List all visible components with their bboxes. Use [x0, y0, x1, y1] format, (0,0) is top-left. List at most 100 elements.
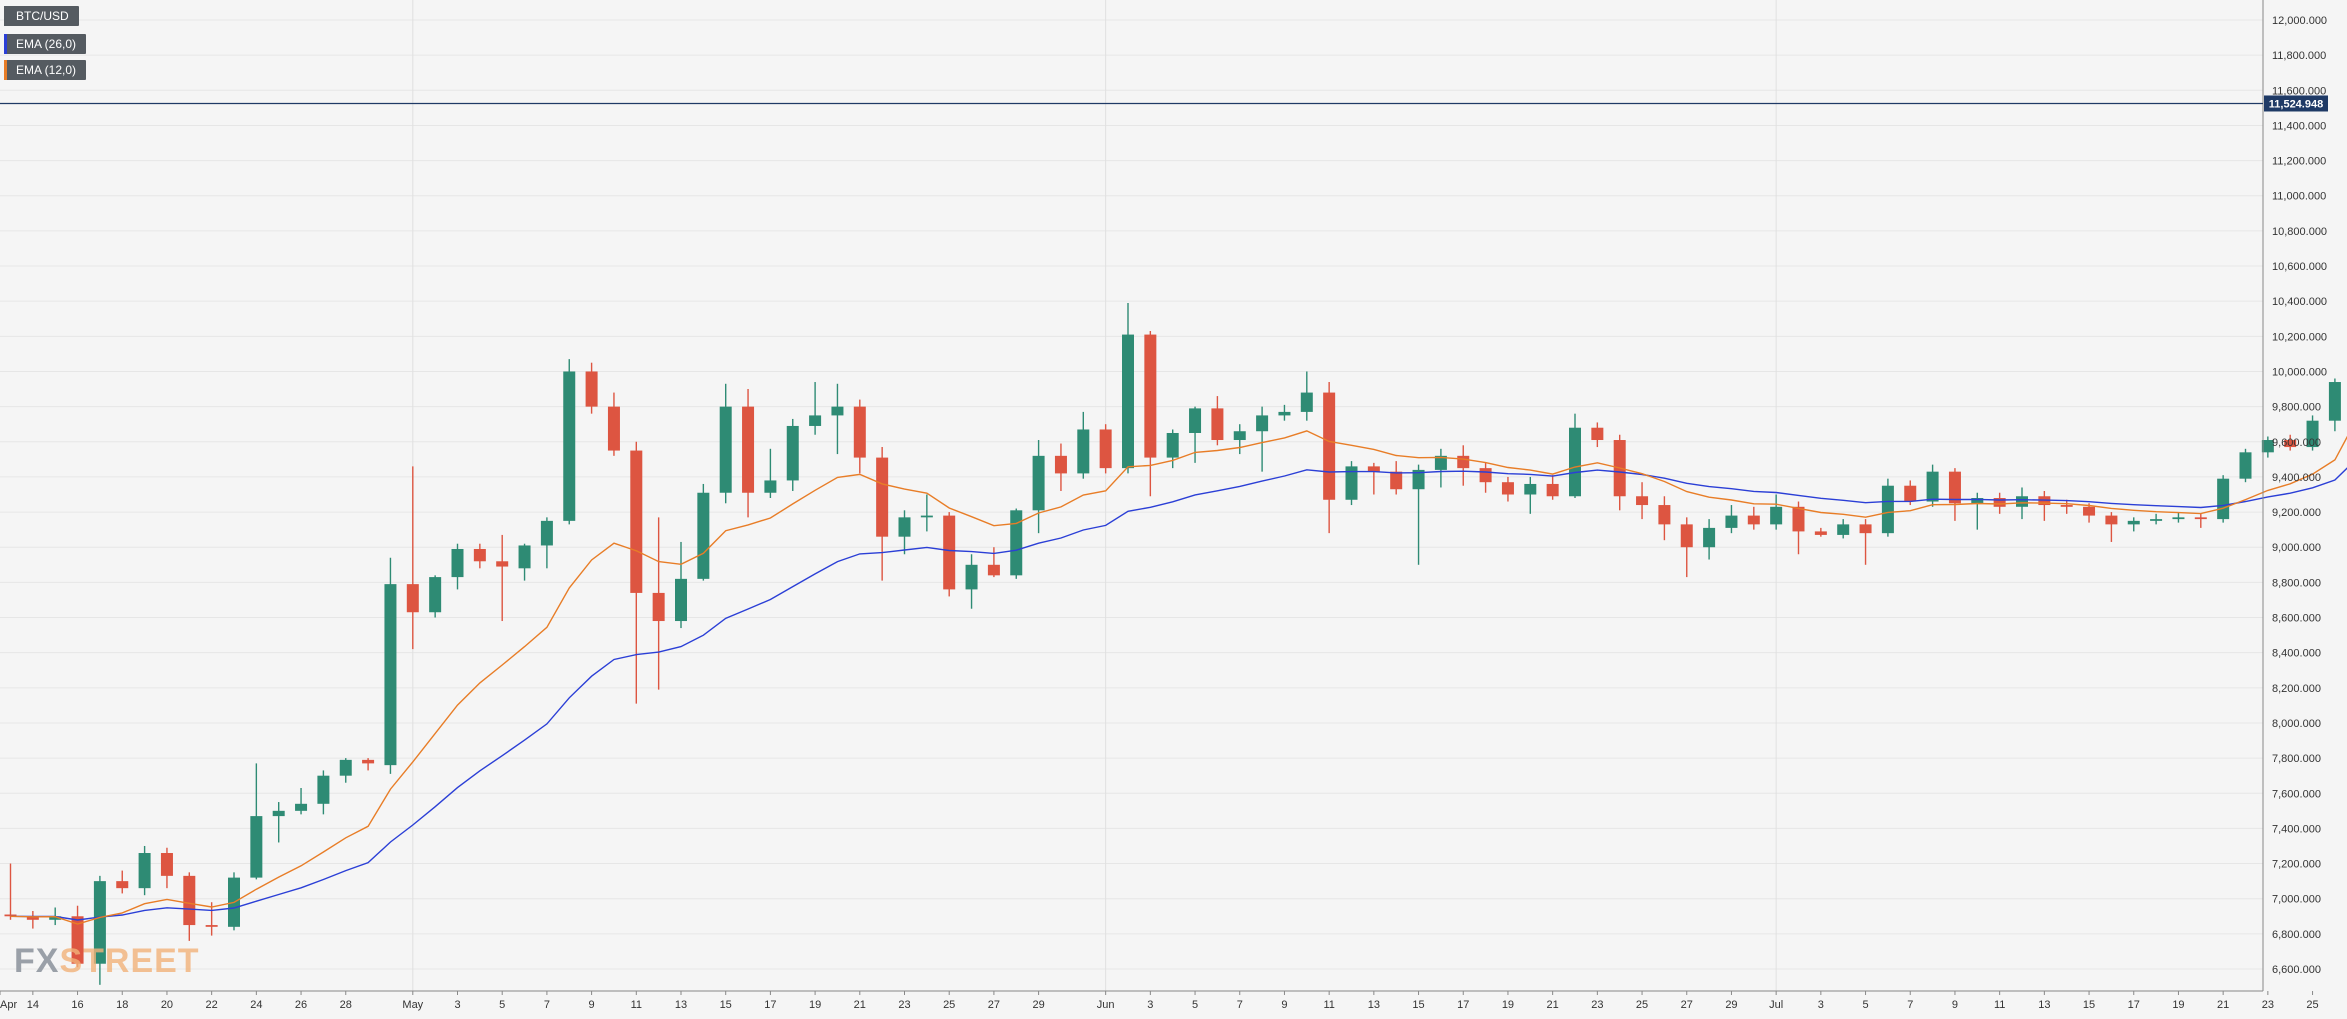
candle-body — [1927, 472, 1939, 502]
y-tick-label: 10,000.000 — [2272, 366, 2327, 378]
x-tick-label: 5 — [499, 999, 505, 1011]
candle-body — [2217, 479, 2229, 519]
candle-body — [496, 561, 508, 566]
x-tick-label: 16 — [71, 999, 83, 1011]
y-tick-label: 8,800.000 — [2272, 577, 2321, 589]
candle-body — [295, 804, 307, 811]
x-tick-label: 19 — [2172, 999, 2184, 1011]
candle-body — [1770, 507, 1782, 525]
candle-body — [876, 458, 888, 537]
candle-body — [519, 545, 531, 568]
candle-body — [2195, 517, 2207, 519]
candle-body — [1904, 486, 1916, 502]
candle-body — [899, 517, 911, 536]
x-tick-label: 22 — [206, 999, 218, 1011]
x-tick-label: 17 — [1457, 999, 1469, 1011]
legend-label-ema12: EMA (12,0) — [16, 63, 76, 77]
legend-btcusd[interactable]: BTC/USD — [4, 6, 79, 26]
candle-body — [2329, 382, 2341, 421]
y-tick-label: 7,000.000 — [2272, 894, 2321, 906]
candle-body — [1725, 516, 1737, 528]
y-tick-label: 10,600.000 — [2272, 261, 2327, 273]
y-tick-label: 10,800.000 — [2272, 226, 2327, 238]
x-tick-label: 11 — [1994, 999, 2005, 1011]
candle-body — [2016, 496, 2028, 507]
x-tick-label: 3 — [1818, 999, 1824, 1011]
legend-swatch-ema12 — [4, 60, 7, 80]
candle-body — [697, 493, 709, 579]
x-tick-label: 9 — [1281, 999, 1287, 1011]
candle-body — [720, 407, 732, 493]
y-tick-label: 11,400.000 — [2272, 120, 2326, 132]
candle-body — [854, 407, 866, 458]
candle-body — [966, 565, 978, 590]
x-tick-label: 21 — [854, 999, 866, 1011]
x-tick-label: 15 — [1412, 999, 1424, 1011]
candle-body — [2128, 521, 2140, 525]
candle-body — [1368, 466, 1380, 471]
y-tick-label: 6,600.000 — [2272, 964, 2321, 976]
candle-body — [1167, 433, 1179, 458]
x-tick-label: 27 — [1681, 999, 1693, 1011]
candle-body — [563, 371, 575, 520]
x-tick-label: 17 — [2128, 999, 2140, 1011]
y-tick-label: 10,400.000 — [2272, 296, 2327, 308]
candle-body — [1055, 456, 1067, 474]
candle-body — [831, 407, 843, 416]
y-tick-label: 9,000.000 — [2272, 542, 2321, 554]
candle-body — [1189, 408, 1201, 433]
candle-body — [1323, 393, 1335, 500]
candle-body — [764, 480, 776, 492]
candle-body — [317, 776, 329, 804]
candle-body — [921, 516, 933, 518]
candle-body — [206, 925, 218, 927]
x-tick-label: 24 — [250, 999, 262, 1011]
candle-body — [653, 593, 665, 621]
x-tick-label: 7 — [544, 999, 550, 1011]
x-tick-label: 18 — [116, 999, 128, 1011]
candle-body — [1793, 507, 1805, 532]
candle-body — [1703, 528, 1715, 547]
x-tick-label: 15 — [2083, 999, 2095, 1011]
candle-body — [541, 521, 553, 546]
candle-body — [1234, 431, 1246, 440]
x-tick-label: 27 — [988, 999, 1000, 1011]
candle-body — [1524, 484, 1536, 495]
candle-body — [250, 816, 262, 878]
legend-ema26[interactable]: EMA (26,0) — [4, 34, 86, 54]
candle-body — [2150, 519, 2162, 521]
candle-body — [1860, 524, 1872, 533]
candle-body — [1949, 472, 1961, 504]
candle-body — [1256, 415, 1268, 431]
candle-body — [1681, 524, 1693, 547]
y-tick-label: 7,600.000 — [2272, 788, 2321, 800]
candle-body — [1480, 468, 1492, 482]
x-tick-label: 19 — [1502, 999, 1514, 1011]
logo-part-fx: FX — [14, 942, 59, 980]
y-tick-label: 12,000.000 — [2272, 15, 2327, 27]
legend-label-ema26: EMA (26,0) — [16, 37, 76, 51]
x-tick-label: Jun — [1097, 999, 1115, 1011]
x-tick-label: 13 — [1368, 999, 1380, 1011]
candle-body — [340, 760, 352, 776]
candle-body — [1547, 484, 1559, 496]
candle-body — [452, 549, 464, 577]
candle-body — [1077, 429, 1089, 473]
candle-body — [1390, 472, 1402, 490]
x-tick-label: 13 — [2038, 999, 2050, 1011]
x-tick-label: 28 — [340, 999, 352, 1011]
candle-body — [1033, 456, 1045, 510]
y-tick-label: 9,400.000 — [2272, 472, 2321, 484]
candle-body — [183, 876, 195, 925]
y-tick-label: 8,600.000 — [2272, 613, 2321, 625]
candle-body — [2083, 507, 2095, 516]
legend-ema12[interactable]: EMA (12,0) — [4, 60, 86, 80]
candle-body — [384, 584, 396, 765]
x-tick-label: 25 — [2306, 999, 2318, 1011]
y-tick-label: 11,000.000 — [2272, 191, 2326, 203]
candle-body — [273, 811, 285, 816]
y-tick-label: 9,200.000 — [2272, 507, 2321, 519]
candle-body — [1211, 408, 1223, 440]
